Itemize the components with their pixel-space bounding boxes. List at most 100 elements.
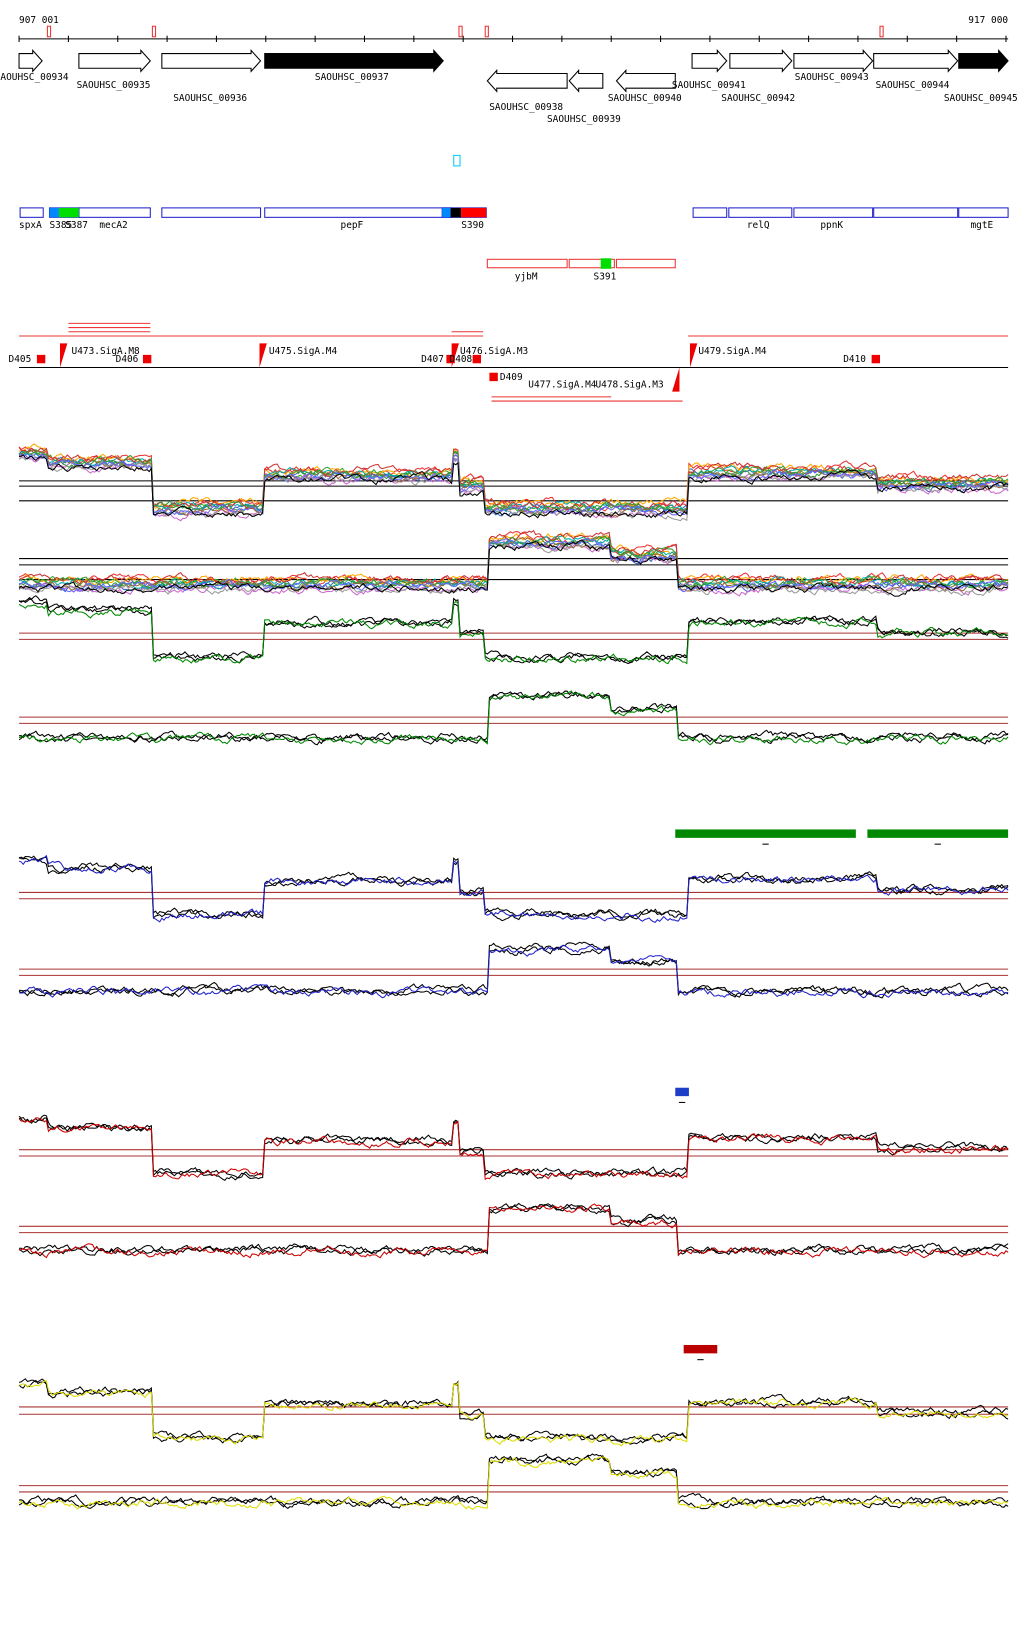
unit-label: U476.SigA.M3 [460, 346, 528, 357]
profile-line [18, 1456, 1009, 1511]
unit-flag [689, 343, 698, 368]
profile-line [18, 446, 1009, 512]
feature-box [78, 207, 151, 218]
gene-arrow [264, 49, 444, 73]
feature-label: mgtE [970, 220, 993, 231]
ruler-mark [46, 25, 52, 38]
gene-arrow [873, 49, 959, 73]
unit-box [489, 372, 498, 382]
profile-line [18, 855, 1009, 922]
gene-arrow [18, 49, 43, 73]
unit-label: U475.SigA.M4 [269, 346, 338, 357]
condition-bar [867, 829, 1009, 838]
profile-line [18, 453, 1009, 516]
ruler-mark [151, 25, 157, 38]
gene-arrow [161, 49, 262, 73]
feature-fill [600, 258, 612, 269]
gene-label: SAOUHSC_00944 [876, 80, 950, 91]
profile-line [18, 539, 1009, 597]
unit-label: U479.SigA.M4 [698, 346, 767, 357]
gene-arrow [958, 49, 1009, 73]
profile-line [18, 1115, 1009, 1179]
gene-label: SAOUHSC_00942 [721, 93, 795, 104]
unit-label: D410 [843, 354, 866, 365]
profile-line [18, 447, 1009, 511]
feature-label: yjbM [515, 271, 538, 282]
unit-label: D405 [9, 354, 32, 365]
unit-label: U477.SigA.M4 [528, 379, 597, 390]
unit-label: U473.SigA.M8 [72, 346, 141, 357]
profile-line [18, 453, 1009, 519]
feature-label: S390 [461, 220, 484, 231]
ruler-start: 907 001 [19, 15, 59, 26]
gene-arrow [615, 68, 676, 93]
profile-line [18, 1117, 1009, 1181]
profile-line [18, 537, 1009, 593]
condition-bar [683, 1344, 718, 1354]
feature-box [568, 258, 615, 269]
profile-line [18, 1203, 1009, 1259]
profile-line [18, 535, 1009, 590]
condition-bar [675, 829, 856, 838]
feature-box [19, 207, 44, 218]
profile-line [19, 1379, 1009, 1447]
feature-box [958, 207, 1009, 218]
profile-line [18, 1455, 1009, 1510]
feature-label: spxA [19, 220, 42, 231]
profile-line [18, 1379, 1009, 1442]
gene-label: SAOUHSC_00941 [672, 80, 746, 91]
condition-bar [675, 1087, 689, 1097]
gene-arrow [568, 68, 604, 93]
gene-label: SAOUHSC_00945 [944, 93, 1018, 104]
unit-flag [259, 343, 267, 368]
feature-fill [442, 207, 451, 218]
ruler-mark [484, 25, 489, 38]
feature-label: S391 [594, 271, 617, 282]
unit-box [472, 354, 482, 364]
feature-label: relQ [747, 220, 770, 231]
feature-label: S385 [50, 220, 73, 231]
feature-box [873, 207, 959, 218]
gene-label: SAOUHSC_00939 [547, 114, 621, 125]
feature-label: pepF [341, 220, 364, 231]
gene-arrow [793, 49, 874, 73]
profile-line [19, 1453, 1009, 1509]
profile-line [18, 945, 1009, 999]
gene-label: SAOUHSC_00937 [315, 72, 389, 83]
feature-fill [461, 207, 487, 218]
unit-label: D408 [450, 354, 473, 365]
profile-line [18, 946, 1009, 998]
profile-line [18, 690, 1009, 746]
profile-line [18, 854, 1009, 923]
gene-arrow [729, 49, 793, 73]
unit-label: D406 [116, 354, 139, 365]
ruler-end: 917 000 [968, 15, 1008, 26]
gene-arrow [78, 49, 152, 73]
ruler-mark [458, 25, 463, 38]
feature-box [161, 207, 262, 218]
unit-flag [60, 343, 68, 368]
unit-label: D409 [500, 372, 523, 383]
profile-line [18, 453, 1009, 522]
profile-line [19, 941, 1009, 999]
gene-label: SAOUHSC_00934 [0, 72, 69, 83]
gene-label: SAOUHSC_00943 [795, 72, 869, 83]
marker [453, 154, 461, 167]
gene-label: SAOUHSC_00935 [77, 80, 151, 91]
profile-line [18, 597, 1009, 665]
feature-box [486, 258, 568, 269]
profile-line [18, 540, 1009, 597]
feature-fill [58, 207, 79, 218]
unit-box [36, 354, 46, 364]
unit-box [871, 354, 881, 364]
unit-box [446, 354, 455, 364]
feature-label: mecA2 [99, 220, 127, 231]
gene-label: SAOUHSC_00940 [608, 93, 682, 104]
gene-arrow [691, 49, 728, 73]
feature-fill [49, 207, 59, 218]
profile-line [19, 1202, 1009, 1256]
gene-label: SAOUHSC_00938 [489, 102, 563, 113]
unit-label: U478.SigA.M3 [595, 379, 663, 390]
